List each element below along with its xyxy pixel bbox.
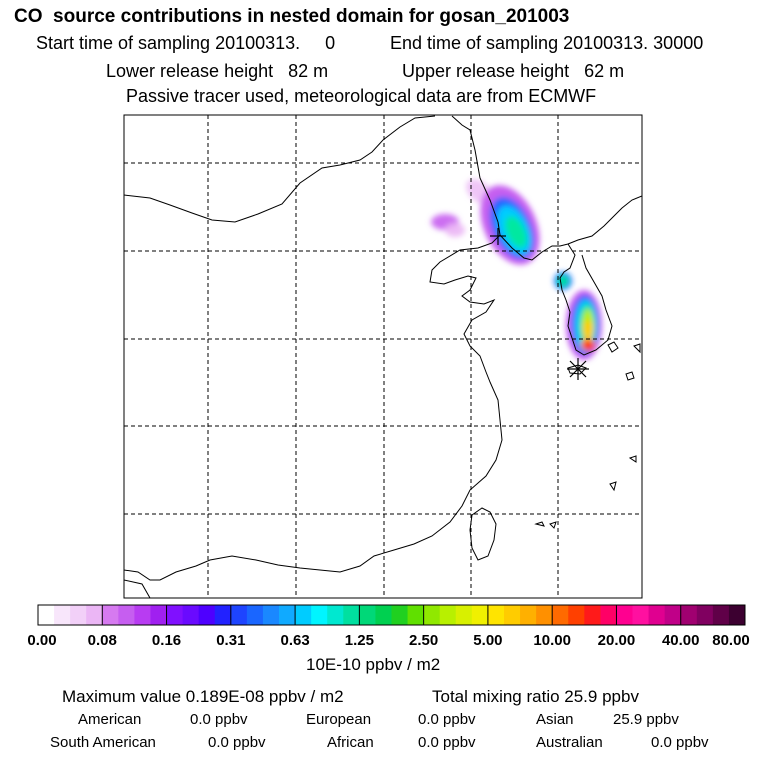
colorbar-swatch [295, 605, 312, 625]
colorbar-swatch [54, 605, 71, 625]
colorbar-swatch [311, 605, 328, 625]
colorbar-swatch [520, 605, 537, 625]
colorbar-swatch [439, 605, 457, 625]
colorbar-swatch [552, 605, 569, 625]
colorbar-tick-label: 2.50 [409, 632, 439, 649]
colorbar-swatch [503, 605, 521, 625]
african-value: 0.0 ppbv [418, 734, 476, 751]
asian-label: Asian [536, 711, 574, 728]
asian-value: 25.9 ppbv [613, 711, 679, 728]
receptor-asterisk-icon [567, 358, 589, 380]
plume-field [431, 179, 602, 360]
colorbar-swatch [343, 605, 360, 625]
australian-label: Australian [536, 734, 603, 751]
colorbar-swatch [230, 605, 248, 625]
colorbar-tick-label: 0.31 [216, 632, 246, 649]
colorbar-swatch [423, 605, 441, 625]
lat-lon-grid [124, 115, 642, 598]
colorbar-swatch [648, 605, 666, 625]
colorbar-swatch [38, 605, 55, 625]
colorbar-swatch [375, 605, 392, 625]
colorbar-swatch [680, 605, 698, 625]
colorbar-swatch [471, 605, 489, 625]
colorbar-swatch [102, 605, 119, 625]
colorbar-swatch [664, 605, 682, 625]
colorbar-swatch [536, 605, 553, 625]
colorbar-tick-label: 0.63 [280, 632, 310, 649]
african-label: African [327, 734, 374, 751]
colorbar-swatch [134, 605, 151, 625]
american-value: 0.0 ppbv [190, 711, 248, 728]
colorbar-swatch [166, 605, 184, 625]
colorbar-swatch [487, 605, 505, 625]
south-american-label: South American [50, 734, 156, 751]
upper-release-height: Upper release height 62 m [402, 61, 625, 81]
colorbar-swatch [279, 605, 296, 625]
european-label: European [306, 711, 372, 728]
colorbar-swatch [327, 605, 344, 625]
colorbar-swatch [407, 605, 425, 625]
colorbar-tick-label: 20.00 [597, 632, 636, 649]
colorbar-swatch [262, 605, 280, 625]
colorbar-swatch [70, 605, 87, 625]
sampling-start: Start time of sampling 20100313. 0 [36, 33, 336, 53]
tracer-note: Passive tracer used, meteorological data… [126, 86, 597, 106]
colorbar-swatch [568, 605, 585, 625]
plot-title: CO source contributions in nested domain… [14, 6, 570, 27]
colorbar-swatch [246, 605, 264, 625]
colorbar-tick-label: 0.00 [27, 632, 57, 649]
american-label: American [78, 711, 142, 728]
colorbar-swatch [86, 605, 103, 625]
colorbar-swatch [616, 605, 634, 625]
colorbar-swatch [696, 605, 714, 625]
colorbar-swatch [584, 605, 601, 625]
colorbar-swatch [600, 605, 617, 625]
colorbar [37, 604, 746, 626]
sampling-end: End time of sampling 20100313. 30000 [390, 33, 704, 53]
colorbar-tick-label: 0.08 [87, 632, 117, 649]
colorbar-swatch [359, 605, 376, 625]
colorbar-swatch [712, 605, 730, 625]
lower-release-height: Lower release height 82 m [106, 61, 329, 81]
colorbar-tick-label: 10.00 [533, 632, 571, 649]
colorbar-tick-label: 0.16 [151, 632, 182, 649]
colorbar-swatch [150, 605, 168, 625]
map-frame [123, 114, 643, 599]
european-value: 0.0 ppbv [418, 711, 476, 728]
colorbar-swatch [728, 605, 746, 625]
colorbar-swatch [214, 605, 232, 625]
total-mixing-ratio-text: Total mixing ratio 25.9 ppbv [432, 687, 639, 706]
colorbar-swatch [198, 605, 216, 625]
colorbar-frame [37, 604, 746, 626]
colorbar-swatch [632, 605, 650, 625]
colorbar-tick-label: 5.00 [473, 632, 503, 649]
max-location-plus-icon [490, 228, 506, 245]
colorbar-tick-label: 1.25 [344, 632, 374, 649]
australian-value: 0.0 ppbv [651, 734, 709, 751]
max-value-text: Maximum value 0.189E-08 ppbv / m2 [62, 687, 344, 706]
colorbar-tick-label: 40.00 [661, 632, 700, 649]
colorbar-swatch [182, 605, 200, 625]
colorbar-swatch [455, 605, 473, 625]
south-american-value: 0.0 ppbv [208, 734, 266, 751]
coastlines [124, 115, 642, 598]
colorbar-swatch [391, 605, 409, 625]
colorbar-tick-label: 80.00 [712, 632, 750, 649]
colorbar-swatch [118, 605, 135, 625]
colorbar-units: 10E-10 ppbv / m2 [306, 655, 441, 674]
